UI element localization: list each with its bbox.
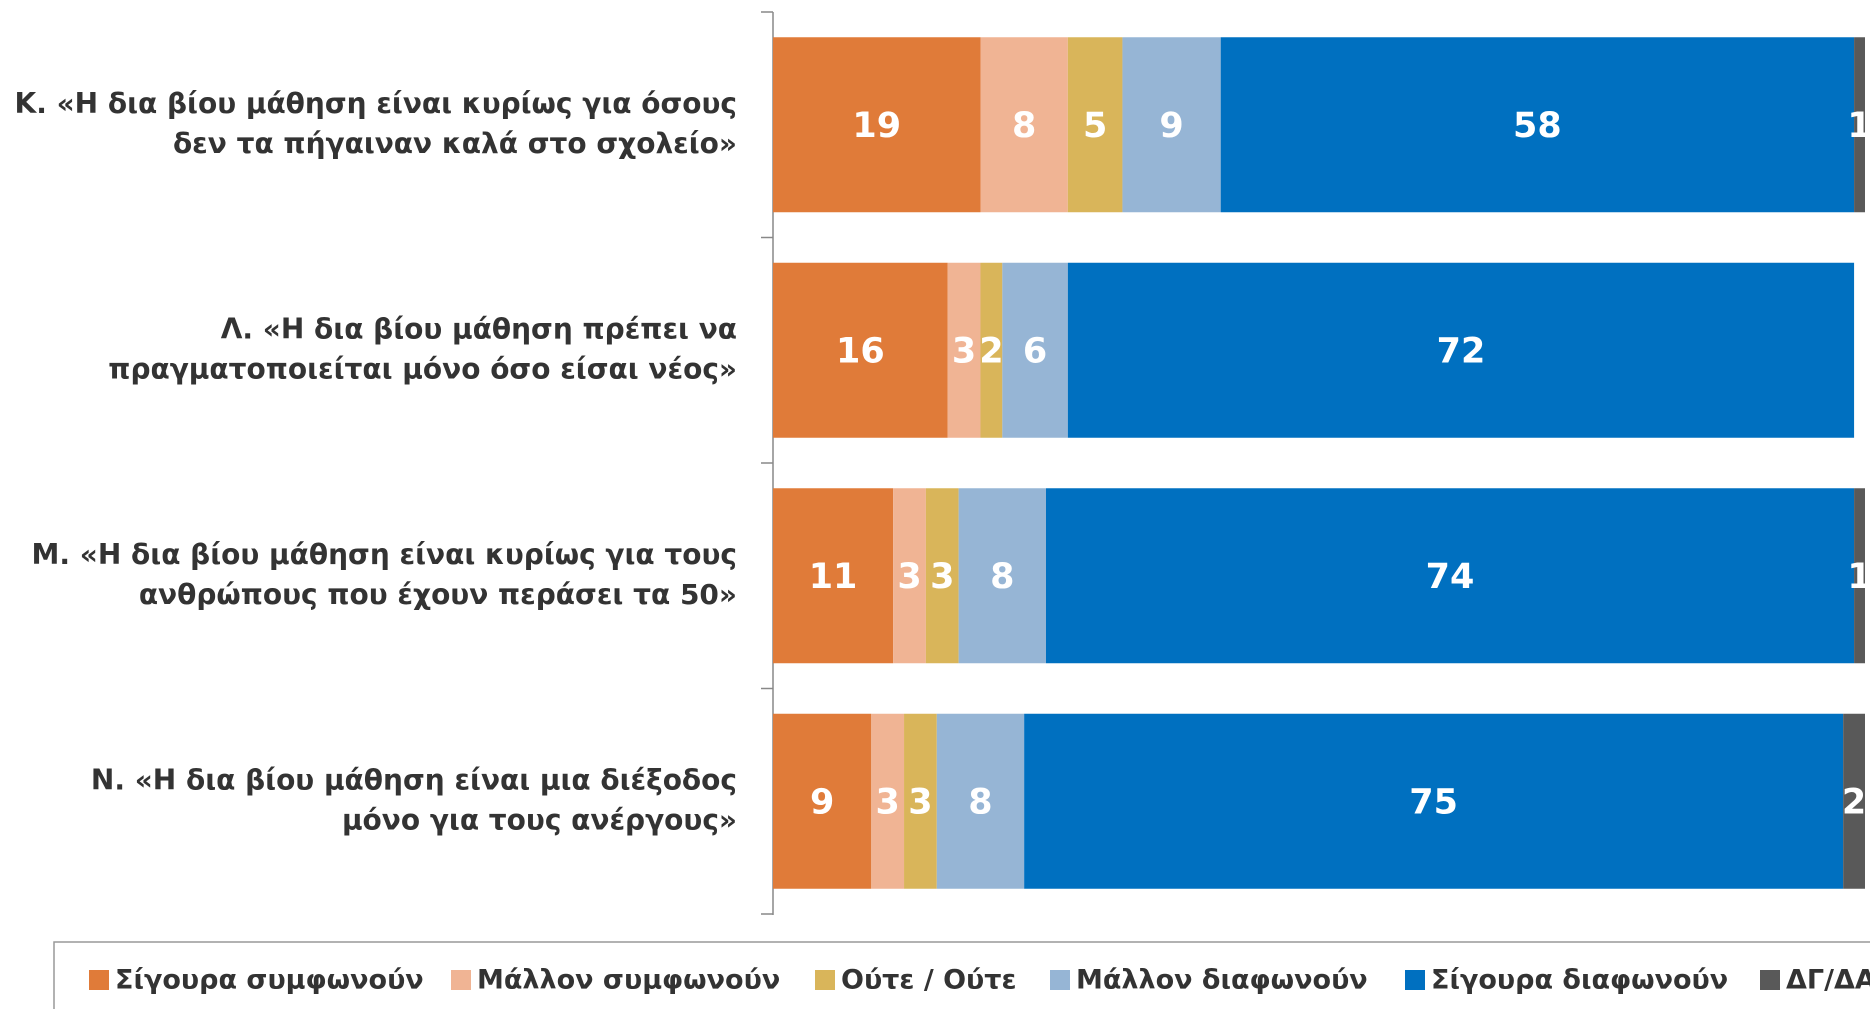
bar-segment <box>773 488 894 664</box>
bar-segment <box>1122 37 1221 213</box>
bar-segment <box>1067 262 1855 438</box>
value-label: 3 <box>875 782 899 822</box>
value-label: 1 <box>1847 106 1870 146</box>
category-label: μόνο για τους ανέργους» <box>342 803 737 836</box>
value-label: 1 <box>1847 557 1870 597</box>
category-label: Κ. «Η δια βίου μάθηση είναι κυρίως για ό… <box>15 87 737 120</box>
value-label: 75 <box>1409 782 1458 822</box>
legend-swatch <box>451 970 471 990</box>
bar-segment <box>773 262 948 438</box>
value-label: 5 <box>1083 106 1107 146</box>
legend-swatch <box>1405 970 1425 990</box>
bar-segment <box>1843 713 1865 889</box>
category-label: Μ. «Η δια βίου μάθηση είναι κυρίως για τ… <box>32 538 737 571</box>
category-label: ανθρώπους που έχουν περάσει τα 50» <box>139 578 737 611</box>
bar-segment <box>947 262 981 438</box>
bar-segment <box>925 488 959 664</box>
legend-swatch <box>815 970 835 990</box>
category-label: Ν. «Η δια βίου μάθηση είναι μια διέξοδος <box>91 763 737 796</box>
bar-segment <box>871 713 905 889</box>
value-label: 8 <box>1012 106 1036 146</box>
value-label: 6 <box>1023 331 1047 371</box>
legend-label: Σίγουρα συμφωνούν <box>115 965 424 996</box>
category-label: πραγματοποιείται μόνο όσο είσαι νέος» <box>108 352 737 385</box>
value-label: 8 <box>990 557 1014 597</box>
legend-swatch <box>89 970 109 990</box>
value-label: 3 <box>952 331 976 371</box>
bar-segment <box>980 37 1068 213</box>
value-label: 19 <box>852 106 901 146</box>
legend-label: Μάλλον διαφωνούν <box>1076 965 1368 996</box>
bar-segment <box>936 713 1025 889</box>
value-label: 11 <box>809 557 858 597</box>
category-label: δεν τα πήγαιναν καλά στο σχολείο» <box>173 127 737 160</box>
bar-segment <box>1024 713 1844 889</box>
value-label: 3 <box>908 782 932 822</box>
legend-swatch <box>1050 970 1070 990</box>
value-label: 9 <box>1159 106 1183 146</box>
value-label: 3 <box>897 557 921 597</box>
bar-segment <box>893 488 926 664</box>
value-label: 8 <box>968 782 992 822</box>
bar-segment <box>1854 37 1865 213</box>
bar-segment <box>1854 488 1865 664</box>
legend-label: ΔΓ/ΔΑ <box>1786 965 1870 996</box>
legend-label: Ούτε / Ούτε <box>841 965 1017 996</box>
value-label: 72 <box>1437 331 1486 371</box>
value-label: 16 <box>836 331 885 371</box>
value-label: 58 <box>1513 106 1562 146</box>
bar-segment <box>980 262 1003 438</box>
value-label: 2 <box>1842 782 1866 822</box>
bar-segment <box>773 713 872 889</box>
bar-segment <box>904 713 937 889</box>
bar-segment <box>958 488 1046 664</box>
value-label: 2 <box>979 331 1003 371</box>
bar-segment <box>773 37 981 213</box>
bar-segment <box>1220 37 1855 213</box>
category-label: Λ. «Η δια βίου μάθηση πρέπει να <box>221 312 737 345</box>
value-label: 9 <box>810 782 834 822</box>
value-label: 3 <box>930 557 954 597</box>
bar-segment <box>1067 37 1123 213</box>
legend-swatch <box>1760 970 1780 990</box>
bar-segment <box>1002 262 1068 438</box>
legend-box <box>53 941 1870 1009</box>
bar-segment <box>1046 488 1855 664</box>
value-label: 74 <box>1426 557 1475 597</box>
legend-label: Σίγουρα διαφωνούν <box>1431 965 1728 996</box>
legend-label: Μάλλον συμφωνούν <box>477 965 780 996</box>
